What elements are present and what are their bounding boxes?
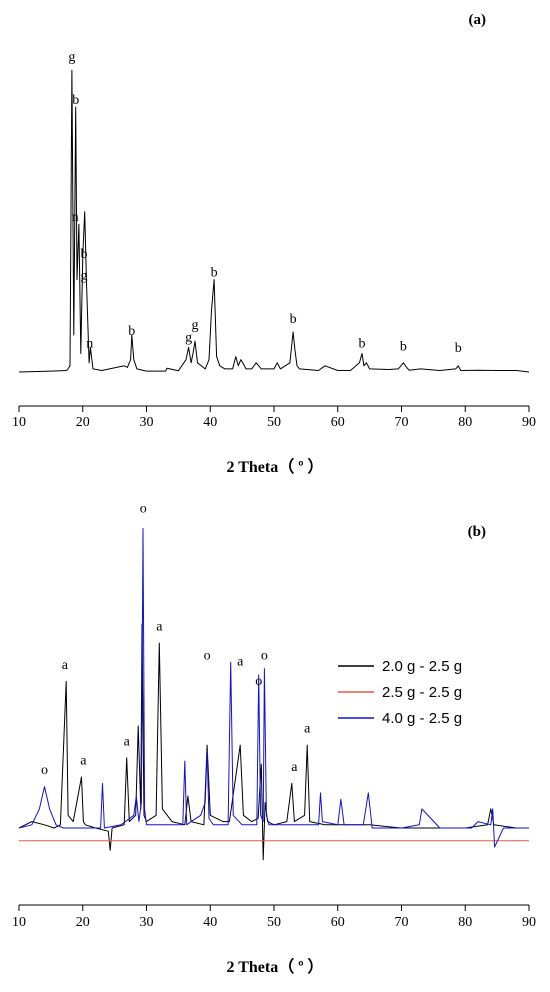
- peak-label: g: [192, 318, 199, 333]
- peak-label: a: [62, 658, 69, 673]
- peak-label: a: [291, 760, 298, 775]
- panel-a-x-axis-title: 2 Theta（ º ）: [227, 458, 324, 476]
- peak-label: o: [140, 502, 147, 517]
- x-tick-label: 40: [203, 915, 217, 930]
- x-tick-label: 50: [267, 415, 281, 430]
- panel-b-series: [18, 527, 529, 861]
- peak-label: a: [304, 722, 311, 737]
- peak-label: o: [255, 674, 262, 689]
- x-tick-label: 60: [331, 915, 345, 930]
- x-tick-label: 90: [522, 915, 536, 930]
- panel-b-label: (b): [468, 524, 486, 540]
- x-tick-label: 70: [395, 915, 409, 930]
- legend-label-series-1: 2.0 g - 2.5 g: [382, 658, 462, 675]
- panel-a-series: [18, 69, 530, 373]
- x-tick-label: 80: [458, 915, 472, 930]
- x-tick-label: 30: [140, 415, 154, 430]
- peak-label: b: [359, 336, 366, 351]
- x-tick-label: 50: [267, 915, 281, 930]
- peak-label: b: [72, 93, 79, 108]
- x-tick-label: 60: [331, 415, 345, 430]
- peak-label: b: [211, 266, 218, 281]
- peak-label: g: [81, 269, 88, 284]
- peak-label: a: [237, 655, 244, 670]
- peak-label: b: [455, 341, 462, 356]
- x-tick-label: 10: [12, 915, 26, 930]
- peak-label: o: [41, 763, 48, 778]
- peak-label: a: [80, 753, 87, 768]
- peak-label: a: [124, 734, 131, 749]
- peak-label: o: [261, 648, 268, 663]
- panel-a-label: (a): [469, 12, 487, 28]
- series-line-3: [18, 527, 529, 848]
- panel-b-legend: 2.0 g - 2.5 g 2.5 g - 2.5 g 4.0 g - 2.5 …: [338, 658, 462, 727]
- x-tick-label: 20: [76, 915, 90, 930]
- peak-label: n: [86, 336, 93, 351]
- peak-label: b: [290, 312, 297, 327]
- peak-label: g: [185, 330, 192, 345]
- peak-label: g: [68, 50, 75, 65]
- legend-label-series-2: 2.5 g - 2.5 g: [382, 684, 462, 701]
- series-line-1: [18, 69, 530, 373]
- x-tick-label: 70: [395, 415, 409, 430]
- peak-label: b: [128, 324, 135, 339]
- peak-label: n: [72, 210, 79, 225]
- x-tick-label: 30: [140, 915, 154, 930]
- peak-label: a: [156, 620, 163, 635]
- x-tick-label: 40: [203, 415, 217, 430]
- x-tick-label: 20: [76, 415, 90, 430]
- x-tick-label: 90: [522, 415, 536, 430]
- panel-a-x-ticks: 10 20 30 40 50 60 70 80 90: [12, 406, 536, 430]
- x-tick-label: 80: [458, 415, 472, 430]
- x-tick-label: 10: [12, 415, 26, 430]
- legend-label-series-3: 4.0 g - 2.5 g: [382, 710, 462, 727]
- panel-b-x-ticks: 10 20 30 40 50 60 70 80 90: [12, 905, 536, 930]
- peak-label: b: [400, 340, 407, 355]
- peak-label: b: [81, 247, 88, 262]
- peak-label: o: [204, 648, 211, 663]
- panel-b-x-axis-title: 2 Theta（ º ）: [227, 958, 324, 976]
